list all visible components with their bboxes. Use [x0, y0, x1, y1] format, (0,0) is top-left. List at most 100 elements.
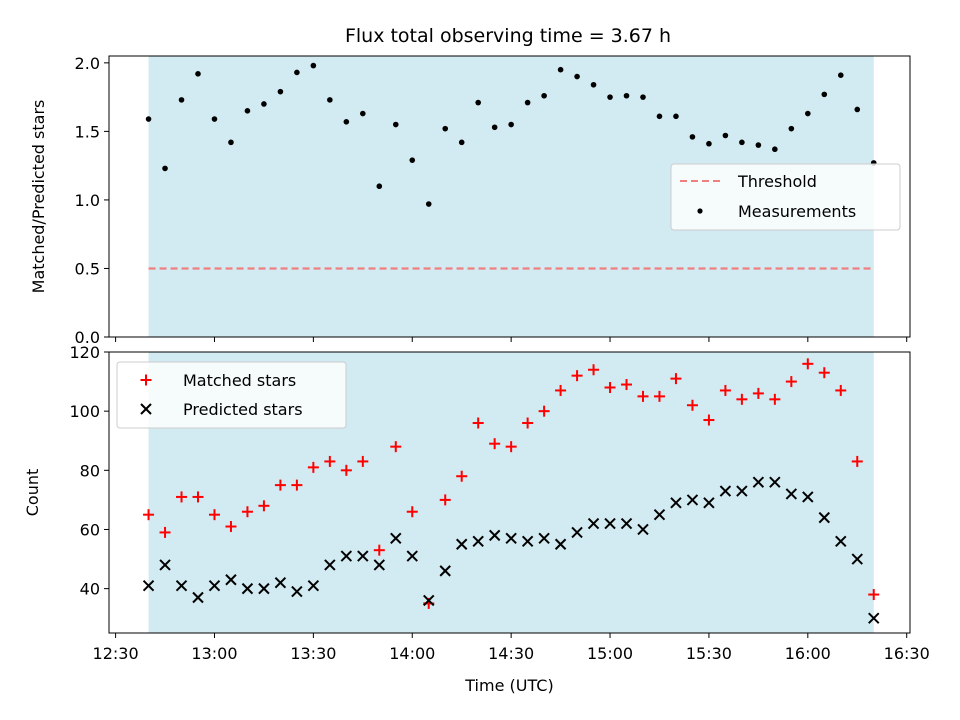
measurement-point — [392, 121, 399, 128]
matched-stars-point — [835, 384, 847, 396]
ratio-ytick-label: 2.0 — [75, 54, 100, 73]
predicted-stars-point — [455, 538, 468, 550]
measurement-point — [772, 146, 778, 153]
matched-stars-point — [324, 455, 336, 467]
matched-stars-point — [538, 405, 550, 417]
measurement-point — [837, 72, 844, 78]
matched-stars-point — [719, 384, 731, 396]
predicted-stars-point — [241, 582, 254, 595]
measurement-point — [739, 139, 745, 146]
measurement-point — [491, 124, 498, 131]
count-ytick-label: 100 — [69, 402, 100, 421]
measurement-point — [327, 97, 333, 103]
xtick-label: 15:30 — [686, 644, 732, 663]
count-panel: 40 60 80 100 120 12:30 13:00 13:30 14:00 14:30 15… — [23, 343, 930, 695]
matched-stars-point — [604, 381, 616, 393]
measurement-point — [590, 81, 597, 88]
measurement-point — [376, 183, 383, 190]
matched-stars-point — [241, 506, 253, 518]
matched-stars-point — [851, 455, 863, 467]
matched-stars-point — [785, 376, 797, 388]
matched-stars-point — [703, 414, 715, 426]
matched-stars-point — [802, 358, 814, 370]
predicted-stars-point — [587, 517, 600, 530]
predicted-stars-point — [505, 532, 517, 545]
predicted-stars-point — [472, 535, 484, 548]
matched-stars-point — [555, 384, 567, 396]
ratio-ytick-label: 0.0 — [75, 328, 100, 347]
matched-stars-point — [390, 441, 402, 453]
matched-stars-point — [637, 390, 649, 402]
predicted-stars-point — [274, 577, 287, 589]
measurement-point — [458, 139, 465, 146]
predicted-stars-point — [390, 532, 402, 545]
matched-stars-point — [274, 479, 286, 491]
ratio-legend: Threshold Measurements — [670, 163, 901, 231]
predicted-stars-point — [307, 579, 320, 592]
x-axis-label: Time (UTC) — [464, 676, 553, 695]
matched-stars-point — [686, 399, 698, 411]
measurement-point — [557, 66, 564, 73]
legend-predicted-swatch — [140, 403, 152, 415]
matched-stars-point — [258, 500, 270, 512]
matched-stars-point — [373, 544, 385, 556]
xtick-label: 13:00 — [191, 644, 237, 663]
predicted-stars-point — [554, 538, 567, 550]
predicted-stars-point — [373, 559, 386, 571]
legend-matched-label: Matched stars — [183, 371, 296, 390]
matched-stars-point — [752, 387, 764, 399]
predicted-stars-point — [159, 559, 171, 571]
predicted-stars-point — [620, 517, 633, 530]
predicted-stars-point — [521, 535, 534, 548]
predicted-stars-point — [488, 529, 501, 542]
matched-stars-point — [176, 491, 188, 503]
ratio-y-axis-label: Matched/Predicted stars — [29, 100, 48, 294]
measurement-point — [640, 94, 646, 100]
predicted-stars-point — [357, 550, 369, 562]
matched-stars-point — [357, 455, 369, 467]
matched-stars-point — [522, 417, 534, 429]
xtick-label: 16:30 — [884, 644, 930, 663]
matched-stars-point — [439, 494, 451, 506]
count-axes-frame — [108, 351, 911, 634]
matched-stars-point — [588, 364, 600, 376]
predicted-stars-point — [802, 491, 814, 503]
predicted-stars-point — [653, 508, 666, 521]
measurement-point — [607, 94, 613, 100]
measurement-point — [475, 99, 481, 106]
measurement-point — [211, 116, 218, 122]
predicted-stars-point — [340, 550, 353, 562]
measurement-point — [656, 113, 663, 120]
matched-stars-point — [225, 521, 237, 533]
matched-stars-point — [769, 393, 781, 405]
matched-stars-point — [143, 509, 155, 521]
xtick-label: 14:30 — [488, 644, 534, 663]
chart-title: Flux total observing time = 3.67 h — [345, 25, 671, 47]
measurement-point — [294, 69, 300, 76]
measurement-point — [524, 99, 531, 106]
predicted-stars-point — [439, 565, 451, 577]
predicted-stars-point — [637, 523, 649, 536]
predicted-stars-point — [225, 574, 237, 586]
measurement-point — [755, 142, 762, 148]
count-ytick-label: 40 — [80, 580, 100, 599]
measurement-point — [805, 110, 811, 117]
matched-stars-point — [489, 438, 501, 450]
ratio-ytick-label: 1.5 — [75, 122, 100, 141]
xtick-label: 14:00 — [389, 644, 435, 663]
measurement-point — [360, 110, 366, 117]
matched-stars-point — [670, 373, 682, 385]
predicted-stars-point — [769, 476, 781, 488]
predicted-stars-point — [208, 579, 221, 592]
measurement-point — [228, 139, 234, 146]
count-y-axis-label: Count — [23, 469, 42, 517]
matched-stars-point — [456, 470, 468, 482]
ratio-ytick-label: 1.0 — [75, 191, 100, 210]
predicted-stars-point — [571, 526, 583, 539]
measurement-point — [310, 62, 317, 69]
matched-stars-point — [159, 526, 171, 538]
measurement-point — [244, 108, 251, 114]
matched-stars-point — [340, 464, 352, 476]
matched-stars-point — [192, 491, 204, 503]
predicted-stars-point — [868, 612, 880, 624]
